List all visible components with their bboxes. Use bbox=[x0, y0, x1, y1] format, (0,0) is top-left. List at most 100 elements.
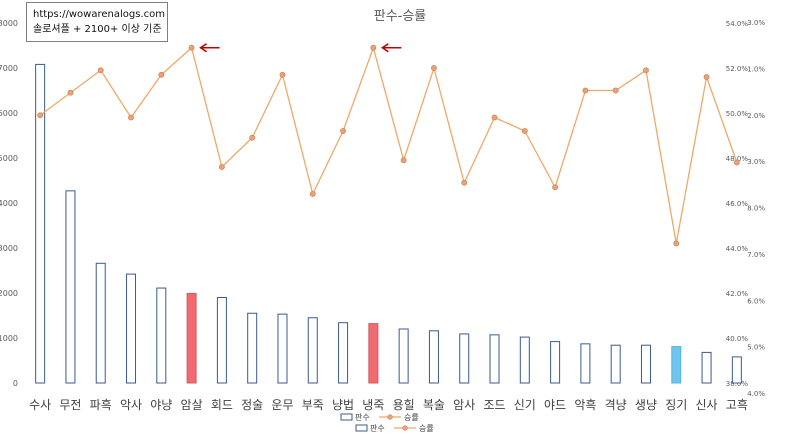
category-label: 징기 bbox=[665, 398, 687, 412]
win-rate-point bbox=[643, 67, 649, 74]
category-label: 운무 bbox=[271, 398, 293, 412]
win-rate-point bbox=[582, 87, 589, 94]
win-rate-point bbox=[188, 44, 195, 51]
bar-series bbox=[35, 63, 742, 384]
right-tick-label-secondary: 3.0% bbox=[747, 19, 765, 27]
bar bbox=[580, 343, 591, 384]
bar bbox=[216, 297, 227, 384]
bar bbox=[428, 330, 439, 384]
category-label: 야냥 bbox=[150, 398, 172, 412]
win-rate-point bbox=[370, 44, 377, 51]
category-label: 악사 bbox=[120, 398, 142, 412]
category-label: 정술 bbox=[241, 398, 263, 412]
category-label: 무전 bbox=[59, 398, 81, 412]
win-rate-point bbox=[249, 134, 256, 141]
bar bbox=[307, 317, 318, 384]
category-label: 파흑 bbox=[90, 398, 112, 412]
category-label: 복술 bbox=[423, 398, 445, 412]
right-tick-label: 38.0% bbox=[726, 380, 749, 388]
right-tick-label: 54.0% bbox=[726, 20, 749, 28]
left-tick-label: 8000 bbox=[0, 19, 18, 28]
category-label: 냉죽 bbox=[362, 398, 384, 412]
win-rate-point bbox=[340, 128, 346, 134]
category-label: 수사 bbox=[29, 398, 51, 412]
bar bbox=[671, 346, 682, 384]
bar bbox=[65, 190, 76, 384]
win-rate-point bbox=[97, 67, 104, 74]
info-url: https://wowarenalogs.com bbox=[33, 9, 165, 20]
category-label: 신사 bbox=[696, 398, 718, 412]
bar bbox=[731, 356, 742, 384]
win-rate-line bbox=[39, 45, 738, 244]
legend-label: 판수 bbox=[355, 413, 370, 422]
info-box: https://wowarenalogs.com 솔로셔플 + 2100+ 이상… bbox=[26, 2, 168, 42]
win-rate-point bbox=[37, 112, 44, 119]
win-rate-point bbox=[279, 71, 286, 78]
win-rate-point bbox=[218, 164, 225, 170]
win-rate-point bbox=[309, 191, 316, 197]
category-label: 부죽 bbox=[302, 398, 324, 412]
left-tick-label: 3000 bbox=[0, 244, 18, 253]
win-rate-point bbox=[128, 114, 134, 121]
category-label: 조드 bbox=[483, 398, 505, 412]
right-tick-label-secondary: 3.0% bbox=[747, 158, 765, 166]
bar bbox=[186, 292, 197, 384]
win-rate-point bbox=[400, 157, 407, 164]
right-tick-label: 48.0% bbox=[726, 155, 749, 163]
legend-bar-swatch bbox=[340, 413, 353, 421]
right-tick-label-secondary: 6.0% bbox=[747, 297, 765, 305]
bar bbox=[95, 262, 106, 384]
category-label: 야드 bbox=[544, 398, 566, 412]
legend-marker bbox=[402, 425, 408, 431]
left-tick-label: 2000 bbox=[0, 289, 18, 298]
right-tick-label-secondary: 8.0% bbox=[747, 205, 765, 213]
left-tick-label: 0 bbox=[13, 379, 18, 388]
win-rate-point bbox=[158, 71, 165, 78]
win-rate-point bbox=[491, 114, 498, 121]
category-label: 냥법 bbox=[332, 398, 354, 412]
legend-label: 승률 bbox=[404, 413, 419, 422]
category-label: 암사 bbox=[453, 398, 475, 412]
arrow-head bbox=[199, 43, 208, 53]
win-rate-point bbox=[461, 179, 468, 186]
win-rate-point bbox=[703, 74, 710, 80]
bar bbox=[247, 312, 258, 384]
right-tick-label: 40.0% bbox=[726, 335, 749, 343]
right-tick-label-secondary: 5.0% bbox=[747, 344, 765, 352]
bar bbox=[126, 273, 137, 384]
arrow-head bbox=[380, 43, 389, 53]
category-label: 악흑 bbox=[574, 398, 596, 412]
chart-title: 판수-승률 bbox=[374, 9, 427, 24]
bar bbox=[277, 313, 288, 384]
win-rate-point bbox=[612, 87, 619, 94]
right-axis: 38.0% 40.0% 42.0% 44.0% 46.0% 48.0% 50.0% 52.0%… bbox=[726, 19, 766, 398]
left-tick-label: 4000 bbox=[0, 199, 18, 208]
win-rate-point bbox=[67, 89, 74, 96]
category-label: 고흑 bbox=[726, 398, 748, 412]
arrow-annotation bbox=[380, 43, 402, 53]
right-tick-label: 50.0% bbox=[726, 110, 749, 118]
category-labels: 수사 무전 파흑 악사 야냥 암살 회드 정술 운무 부죽 냥법 냉죽 용힐 복술 암사 조드 신기 야드 악흑 격냥… bbox=[29, 398, 748, 412]
line-series bbox=[37, 44, 740, 247]
right-tick-label: 52.0% bbox=[726, 65, 749, 73]
legend-marker bbox=[387, 414, 393, 420]
win-rate-point bbox=[673, 240, 680, 247]
left-tick-label: 6000 bbox=[0, 109, 18, 118]
category-label: 생냥 bbox=[635, 398, 657, 412]
arrow-annotation bbox=[199, 43, 220, 53]
category-label: 회드 bbox=[211, 398, 233, 412]
bar bbox=[519, 336, 530, 384]
right-tick-label-secondary: 2.0% bbox=[747, 112, 765, 120]
bar bbox=[398, 328, 409, 384]
left-tick-label: 1000 bbox=[0, 334, 18, 343]
right-tick-label-secondary: 4.0% bbox=[747, 390, 765, 398]
win-rate-point bbox=[431, 65, 437, 71]
left-tick-label: 7000 bbox=[0, 64, 18, 73]
right-tick-label: 42.0% bbox=[726, 290, 749, 298]
right-tick-label-secondary: 7.0% bbox=[747, 251, 765, 259]
right-tick-label: 46.0% bbox=[726, 200, 749, 208]
bar bbox=[610, 344, 621, 384]
left-axis: 0 1000 2000 3000 4000 5000 6000 7000 8000 bbox=[0, 19, 18, 388]
